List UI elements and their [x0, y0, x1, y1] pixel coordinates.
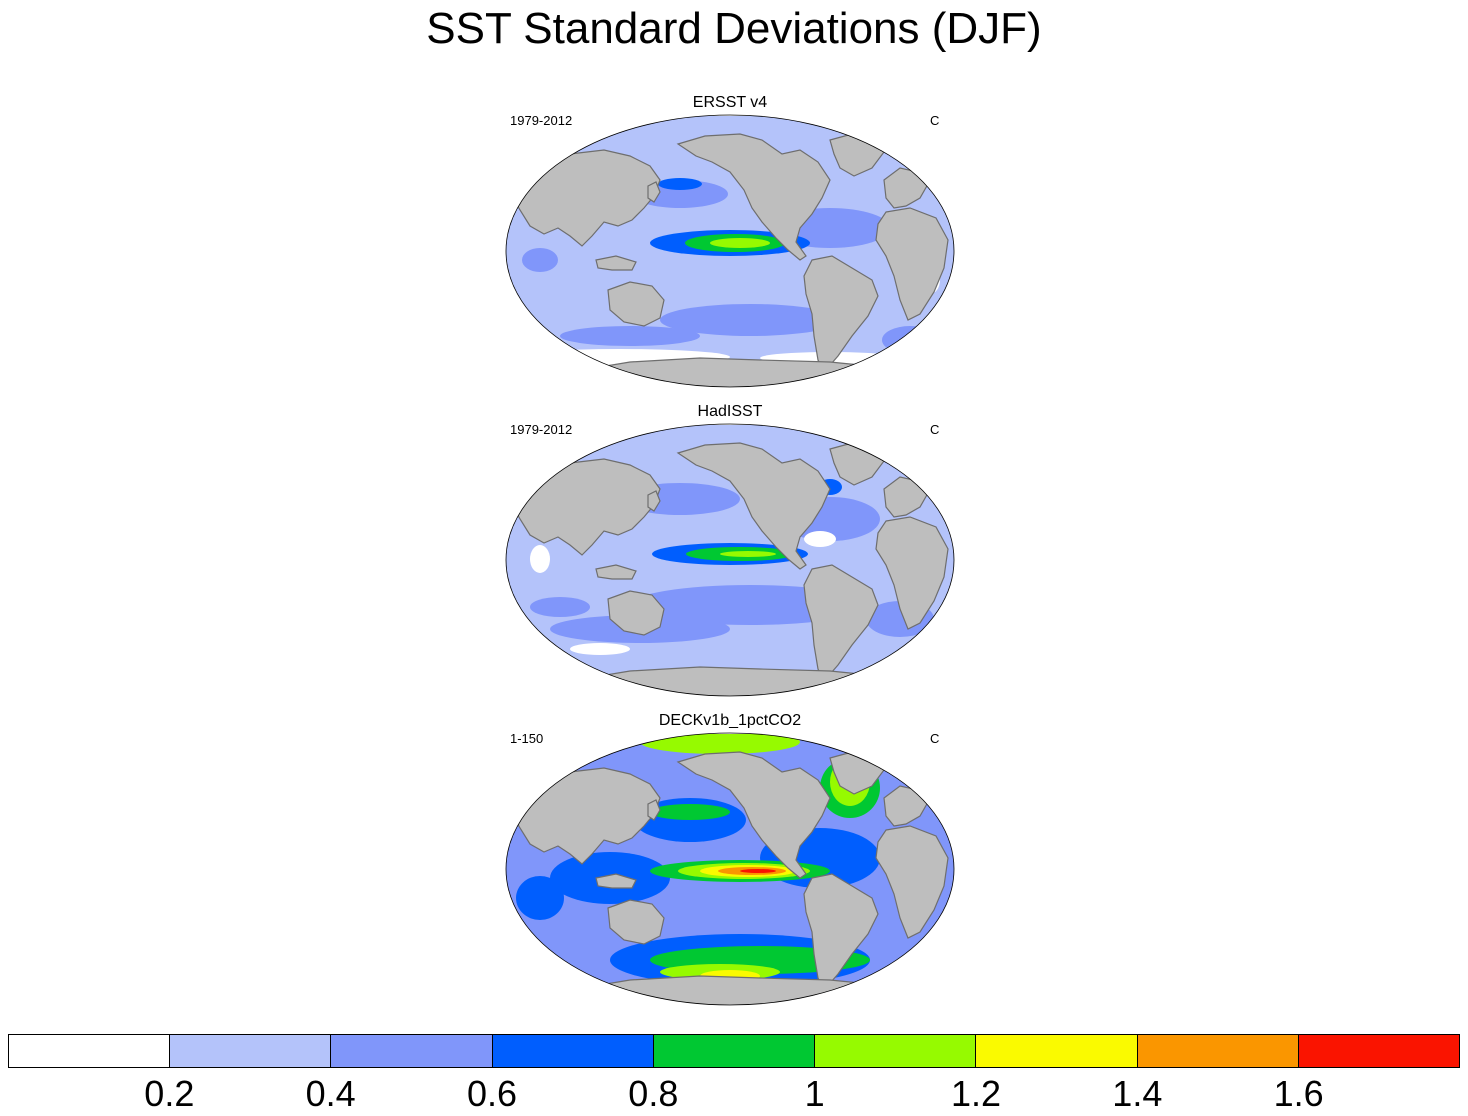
- sst-field-patch: [530, 597, 590, 617]
- sst-field-patch: [720, 551, 776, 557]
- africa-land: [875, 516, 949, 630]
- panel-period-label: 1-150: [510, 731, 544, 746]
- map-top-cut: [500, 419, 960, 425]
- panel-units-label: C: [930, 731, 940, 746]
- sst-field-patch: [530, 545, 550, 573]
- sst-field-patch: [560, 326, 700, 346]
- map-top-cut: [500, 110, 960, 116]
- sst-field-patch: [650, 804, 730, 820]
- north-america-land: [676, 133, 831, 261]
- panel-units-label: C: [930, 422, 940, 437]
- colorbar-tick-label: 0.8: [628, 1073, 679, 1114]
- colorbar-tick-label: 1.2: [950, 1073, 1002, 1114]
- world-map: [500, 110, 960, 388]
- europe-land: [883, 167, 929, 209]
- panel-title: HadISST: [697, 403, 763, 420]
- sst-field-patch: [658, 178, 702, 190]
- europe-land: [883, 785, 929, 827]
- map-top-cut: [500, 728, 960, 734]
- south-america-land: [803, 564, 879, 683]
- panel-units-label: C: [930, 113, 940, 128]
- colorbar: [8, 1034, 1460, 1068]
- world-map: [500, 728, 960, 1006]
- europe-land: [883, 476, 929, 518]
- panel-title: ERSST v4: [692, 94, 768, 111]
- map-border: [505, 732, 955, 1006]
- colorbar-box: [815, 1035, 977, 1067]
- sst-field-patch: [570, 643, 630, 655]
- asia-land: [511, 767, 661, 865]
- panel-period-label: 1979-2012: [510, 422, 573, 437]
- colorbar-box: [1137, 1035, 1299, 1067]
- world-map: [500, 419, 960, 697]
- africa-land: [875, 207, 949, 321]
- asia-land: [511, 458, 661, 556]
- japan-land: [647, 181, 661, 203]
- sst-field-patch: [660, 304, 840, 336]
- indonesia-land: [595, 255, 637, 271]
- colorbar-tick-label: 1.4: [1112, 1073, 1163, 1114]
- sst-field-patch: [710, 238, 770, 248]
- colorbar-box: [9, 1035, 171, 1067]
- australia-land: [607, 590, 665, 636]
- colorbar-box: [653, 1035, 816, 1067]
- colorbar-tick-label: 0.6: [466, 1073, 518, 1114]
- sst-field-patch: [740, 869, 776, 873]
- sst-field: [506, 424, 954, 696]
- south-america-land: [803, 873, 879, 992]
- japan-land: [647, 490, 661, 512]
- colorbar-box: [331, 1035, 493, 1067]
- indonesia-land: [595, 873, 637, 889]
- land-masses: [511, 133, 949, 387]
- sst-field-patch: [804, 531, 836, 547]
- colorbar-box: [976, 1035, 1138, 1067]
- colorbar-box: [1298, 1035, 1459, 1067]
- page-title: SST Standard Deviations (DJF): [426, 4, 1042, 53]
- map-panel-hadisst: HadISST 1979-2012 C: [500, 403, 960, 697]
- australia-land: [607, 899, 665, 945]
- colorbar-tick-label: 1: [804, 1073, 825, 1114]
- sst-field-patch: [516, 876, 564, 920]
- colorbar-box: [492, 1035, 654, 1067]
- indonesia-land: [595, 564, 637, 580]
- sst-field: [506, 115, 954, 387]
- japan-land: [647, 799, 661, 821]
- colorbar-tick-label: 1.6: [1273, 1073, 1324, 1114]
- north-america-land: [676, 442, 831, 570]
- asia-land: [511, 149, 661, 247]
- panel-title: DECKv1b_1pctCO2: [658, 712, 802, 729]
- map-border: [505, 114, 955, 388]
- australia-land: [607, 281, 665, 327]
- sst-field-patch: [882, 326, 938, 354]
- colorbar-box: [170, 1035, 332, 1067]
- north-america-land: [676, 751, 831, 879]
- africa-land: [875, 825, 949, 939]
- map-panel-ersst: ERSST v4 1979-2012 C: [500, 94, 960, 388]
- colorbar-tick-label: 0.4: [305, 1073, 356, 1114]
- colorbar-tick-label: 0.2: [144, 1073, 195, 1114]
- map-panel-deck: DECKv1b_1pctCO2 1-150 C: [500, 712, 960, 1006]
- panel-period-label: 1979-2012: [510, 113, 573, 128]
- south-america-land: [803, 255, 879, 374]
- map-border: [505, 423, 955, 697]
- sst-field-patch: [522, 248, 558, 272]
